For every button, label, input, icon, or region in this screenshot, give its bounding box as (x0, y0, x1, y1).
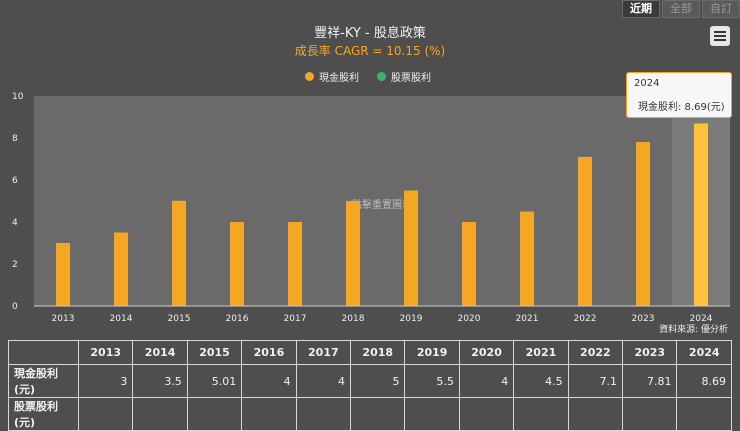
table-year-header: 2018 (350, 340, 406, 365)
x-tick-label: 2022 (574, 314, 597, 324)
tab-all[interactable]: 全部 (662, 0, 700, 18)
y-tick-label: 2 (12, 260, 18, 270)
bar-2015 (172, 200, 186, 306)
data-source: 資料來源: 優分析 (659, 325, 728, 335)
table-row: 現金股利(元) 3 3.5 5.01 4 4 5 5.5 4 4.5 7.1 7.81 8.69 (8, 364, 732, 398)
table-corner-cell (8, 340, 79, 365)
x-tick-label: 2021 (516, 314, 539, 324)
table-year-header: 2014 (132, 340, 188, 365)
x-tick-label: 2017 (284, 314, 307, 324)
table-year-header: 2017 (295, 340, 352, 365)
table-year-header: 2022 (567, 340, 624, 365)
y-tick-label: 0 (12, 302, 18, 312)
table-cell: 4.5 (513, 364, 569, 398)
table-cell: 5.5 (404, 364, 460, 398)
tab-recent[interactable]: 近期 (622, 0, 660, 18)
y-tick-label: 10 (12, 92, 24, 102)
legend-dot-stock (377, 72, 386, 81)
table-cell: 8.69 (676, 364, 732, 398)
legend-item-cash-dividend[interactable]: 現金股利 (305, 69, 359, 84)
table-year-header: 2020 (458, 340, 515, 365)
range-tabs: 近期 全部 自訂 (620, 0, 740, 18)
legend-label-cash: 現金股利 (319, 73, 359, 84)
y-tick-label: 6 (12, 176, 18, 186)
table-cell: 3 (77, 364, 134, 398)
bar-2017 (288, 222, 302, 306)
bar-2013 (56, 243, 70, 306)
x-tick-label: 2013 (52, 314, 75, 324)
x-tick-label: 2018 (342, 314, 365, 324)
dividend-table: 2013 2014 2015 2016 2017 2018 2019 2020 2021 2022… (8, 340, 732, 431)
table-cell (186, 397, 243, 431)
bar-2021 (520, 211, 534, 306)
hamburger-menu-icon[interactable] (710, 26, 730, 46)
tab-custom[interactable]: 自訂 (702, 0, 740, 18)
x-tick-label: 2024 (690, 314, 713, 324)
table-year-header: 2019 (404, 340, 460, 365)
x-tick-label: 2015 (168, 314, 191, 324)
table-cell (241, 397, 297, 431)
table-row-label: 股票股利(元) (8, 397, 79, 431)
table-year-header: 2021 (513, 340, 569, 365)
table-year-header: 2024 (676, 340, 732, 365)
bar-2020 (462, 222, 476, 306)
bar-2024 (694, 123, 708, 306)
bar-2022 (578, 156, 592, 306)
bar-2018 (346, 201, 360, 306)
legend-dot-cash (305, 72, 314, 81)
table-cell (77, 397, 134, 431)
chart-legend: 現金股利 股票股利 (305, 69, 431, 84)
table-year-header: 2015 (186, 340, 243, 365)
y-tick-label: 8 (12, 134, 18, 144)
table-cell: 3.5 (132, 364, 188, 398)
table-cell: 4 (241, 364, 297, 398)
bar-2019 (404, 190, 418, 306)
y-tick-label: 4 (12, 218, 18, 228)
plot-area (34, 96, 730, 306)
table-cell (404, 397, 460, 431)
bar-chart[interactable]: (點擊重置圖表) 0 2 4 6 8 10 2013 2014 2015 2016 2017 2018 2… (0, 0, 740, 340)
table-cell (513, 397, 569, 431)
table-cell: 7.1 (567, 364, 624, 398)
legend-item-stock-dividend[interactable]: 股票股利 (377, 69, 431, 84)
table-year-header: 2023 (622, 340, 678, 365)
bar-2016 (230, 222, 244, 306)
chart-title: 豐祥-KY - 股息政策 (314, 26, 426, 41)
table-cell (295, 397, 352, 431)
table-cell: 4 (458, 364, 515, 398)
table-cell: 5.01 (186, 364, 243, 398)
x-tick-label: 2020 (458, 314, 481, 324)
table-cell: 5 (350, 364, 406, 398)
bar-2014 (114, 232, 128, 306)
table-cell (567, 397, 624, 431)
legend-label-stock: 股票股利 (391, 73, 431, 84)
table-year-header: 2013 (77, 340, 134, 365)
x-tick-label: 2016 (226, 314, 249, 324)
table-cell (622, 397, 678, 431)
table-cell (676, 397, 732, 431)
reset-chart-hint: (點擊重置圖表) (348, 198, 416, 211)
table-row-label: 現金股利(元) (8, 364, 79, 398)
chart-subtitle: 成長率 CAGR = 10.15 (%) (294, 44, 446, 58)
table-cell (132, 397, 188, 431)
tooltip-value: 現金股利: 8.69(元) (638, 102, 725, 113)
table-cell (458, 397, 515, 431)
x-tick-label: 2023 (632, 314, 655, 324)
table-header-row: 2013 2014 2015 2016 2017 2018 2019 2020 2021 2022… (8, 340, 732, 365)
bar-2023 (636, 141, 650, 306)
tooltip-year: 2024 (634, 78, 660, 89)
x-tick-label: 2014 (110, 314, 133, 324)
table-cell (350, 397, 406, 431)
x-tick-label: 2019 (400, 314, 423, 324)
table-row: 股票股利(元) (8, 397, 732, 431)
table-cell: 4 (295, 364, 352, 398)
chart-tooltip: 2024 現金股利: 8.69(元) (626, 72, 732, 118)
table-cell: 7.81 (622, 364, 678, 398)
table-year-header: 2016 (241, 340, 297, 365)
